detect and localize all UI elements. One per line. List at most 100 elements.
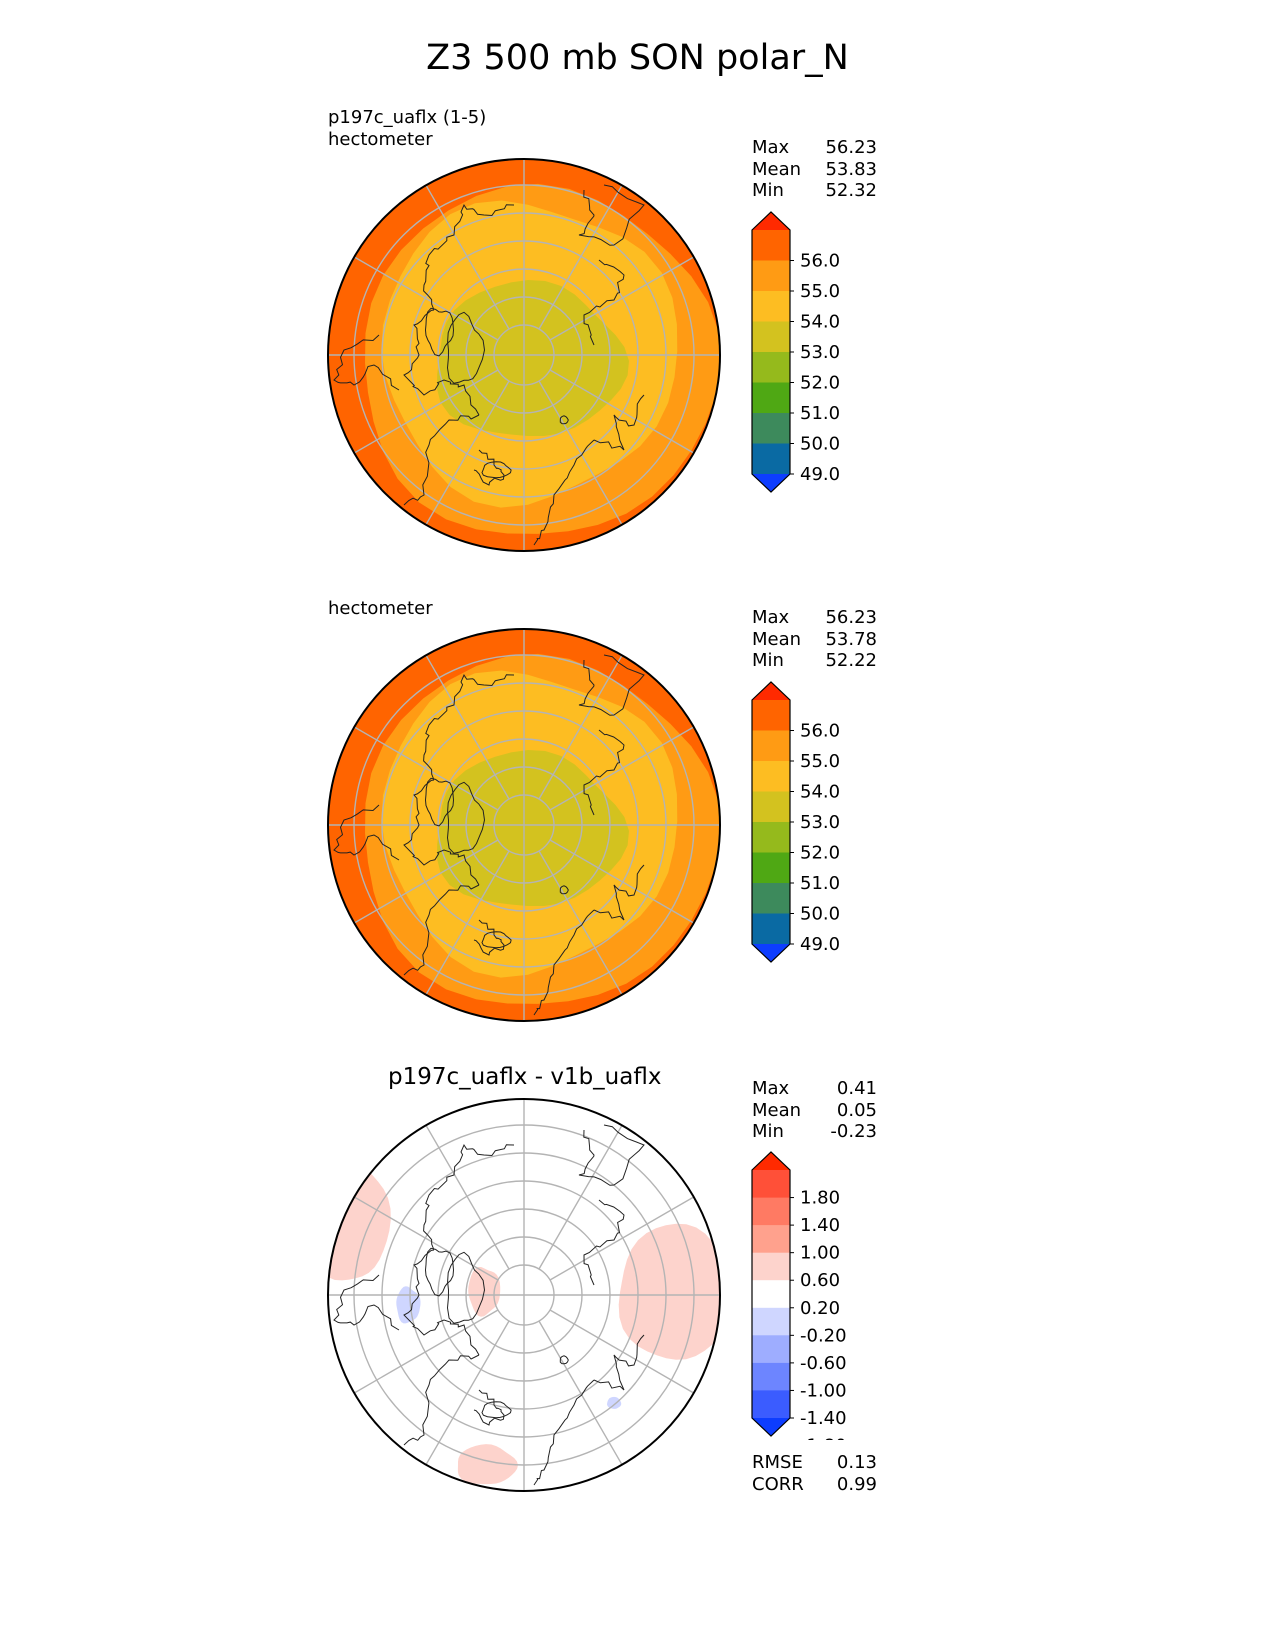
meridian-line <box>425 1320 510 1466</box>
coastline <box>423 1143 515 1251</box>
coastline <box>593 394 645 451</box>
colorbar-tick-label: 49.0 <box>800 464 840 485</box>
colorbar-tick-label: 0.60 <box>800 1270 840 1291</box>
graticule <box>328 1099 720 1491</box>
coastline <box>583 259 625 346</box>
colorbar-segment <box>752 1170 790 1199</box>
colorbar-segment <box>752 913 790 945</box>
panel3-polar-map <box>327 1098 721 1492</box>
coastline <box>533 439 595 546</box>
meridian-line <box>549 726 695 811</box>
island-coastline <box>481 461 512 479</box>
meridian-line <box>353 839 499 924</box>
panel2-stats: Max 56.23 Mean 53.78 Min 52.22 <box>752 607 877 672</box>
coastline <box>403 309 480 416</box>
island-coastline <box>446 781 486 854</box>
colorbar-segment <box>752 822 790 854</box>
meridian-line <box>353 256 499 341</box>
stat-label: Mean <box>752 1099 802 1121</box>
meridian-line <box>353 369 499 454</box>
colorbar-segment <box>752 730 790 762</box>
colorbar-segment <box>752 230 790 262</box>
coastline <box>473 1389 505 1426</box>
island-coastline <box>559 1355 569 1365</box>
panel2-label: hectometer <box>328 598 433 620</box>
stat-label: Max <box>752 137 790 158</box>
meridian-line <box>425 380 510 526</box>
meridian-line <box>538 654 623 800</box>
colorbar-extend-max <box>752 1152 790 1170</box>
panel2-polar-map <box>327 628 721 1022</box>
stat-label: Mean <box>752 628 802 650</box>
meridian-line <box>538 380 623 526</box>
colorbar-tick-label: -0.60 <box>800 1353 847 1374</box>
panel1-label: p197c_uaflx (1-5) hectometer <box>328 107 486 151</box>
colorbar-tick-label: 50.0 <box>800 434 840 455</box>
colorbar-tick-label: 0.20 <box>800 1298 840 1319</box>
stat-value: 0.41 <box>836 1078 877 1099</box>
colorbar-tick-label: 1.80 <box>800 1188 840 1209</box>
meridian-line <box>425 850 510 996</box>
colorbar-segment <box>752 791 790 823</box>
colorbar-extend-min <box>752 474 790 492</box>
coastline <box>403 1354 480 1446</box>
island-coastline <box>559 415 569 425</box>
coastline <box>403 779 480 886</box>
stat-value: 56.23 <box>825 607 877 628</box>
meridian-line <box>353 726 499 811</box>
stat-value: 0.05 <box>836 1099 877 1121</box>
island-coastline <box>559 885 569 895</box>
metric-label: RMSE <box>752 1452 803 1473</box>
stat-value: 52.22 <box>825 650 877 671</box>
panel1-case-name: p197c_uaflx (1-5) <box>328 107 487 128</box>
colorbar-tick-label: 56.0 <box>800 721 840 742</box>
colorbar-segment <box>752 1252 790 1281</box>
metric-value: 0.13 <box>836 1452 877 1473</box>
stat-value: 52.32 <box>825 180 877 201</box>
meridian-line <box>549 1309 695 1394</box>
colorbar-segment <box>752 291 790 323</box>
coastline <box>333 334 400 391</box>
stat-value: 56.23 <box>825 137 877 158</box>
coastline <box>473 919 505 956</box>
colorbar-segment <box>752 1307 790 1336</box>
meridian-line <box>549 369 695 454</box>
coastline <box>403 1249 480 1356</box>
meridian-line <box>538 850 623 996</box>
colorbar-segment <box>752 413 790 445</box>
panel1-colorbar: 56.0 55.0 54.0 53.0 52.0 51.0 50.0 49.0 48.0 <box>751 211 840 496</box>
colorbar-tick-label: 51.0 <box>800 873 840 894</box>
colorbar-tick-label: 51.0 <box>800 403 840 424</box>
colorbar-tick-label: 49.0 <box>800 934 840 955</box>
meridian-line <box>425 184 510 330</box>
island-coastline <box>424 777 455 827</box>
meridian-line <box>353 1309 499 1394</box>
coastline <box>333 1274 400 1331</box>
island-coastline <box>446 1251 486 1324</box>
panel3-stats: Max 0.41 Mean 0.05 Min -0.23 <box>752 1078 877 1143</box>
panel3-metrics: RMSE 0.13 CORR 0.99 <box>752 1452 877 1495</box>
colorbar-segment <box>752 761 790 793</box>
stat-label: Min <box>752 180 784 201</box>
stat-label: Min <box>752 650 784 671</box>
colorbar-tick-label: 53.0 <box>800 342 840 363</box>
colorbar-tick-label: -1.40 <box>800 1408 847 1429</box>
colorbar-extend-min <box>752 944 790 962</box>
panel2-colorbar: 56.0 55.0 54.0 53.0 52.0 51.0 50.0 49.0 48.0 <box>751 681 840 967</box>
stat-value: 53.78 <box>825 628 877 650</box>
graticule <box>328 629 720 1021</box>
colorbar-segment <box>752 1197 790 1226</box>
coastline <box>593 1334 645 1391</box>
colorbar-tick-label: 53.0 <box>800 812 840 833</box>
colorbar-tick-label: 48.0 <box>800 965 840 967</box>
panel3-title: p197c_uaflx - v1b_uaflx <box>388 1064 662 1090</box>
coastline <box>403 414 480 506</box>
coastline <box>583 729 625 816</box>
stat-label: Max <box>752 1078 790 1099</box>
meridian-line <box>425 1124 510 1270</box>
map-boundary <box>327 158 721 552</box>
island-coastline <box>424 1247 455 1297</box>
colorbar-tick-label: 54.0 <box>800 312 840 333</box>
colorbar-segment <box>752 352 790 384</box>
colorbar-tick-label: 55.0 <box>800 281 840 302</box>
